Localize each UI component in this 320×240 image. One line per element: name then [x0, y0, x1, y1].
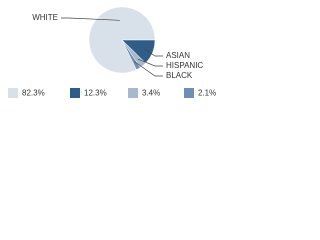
leader-line: [144, 49, 163, 57]
legend-swatch: [128, 88, 138, 98]
leader-line: [61, 17, 120, 21]
legend-swatch: [184, 88, 194, 98]
legend-label: 2.1%: [198, 89, 216, 98]
leader-line: [134, 61, 163, 77]
legend-swatch: [8, 88, 18, 98]
slice-label: HISPANIC: [166, 61, 203, 70]
legend-swatch: [70, 88, 80, 98]
legend-label: 3.4%: [142, 89, 160, 98]
slice-label: WHITE: [32, 13, 58, 22]
slice-label: BLACK: [166, 71, 193, 80]
slice-label: ASIAN: [166, 51, 190, 60]
leader-line: [137, 58, 163, 67]
legend-label: 82.3%: [22, 89, 45, 98]
legend-label: 12.3%: [84, 89, 107, 98]
